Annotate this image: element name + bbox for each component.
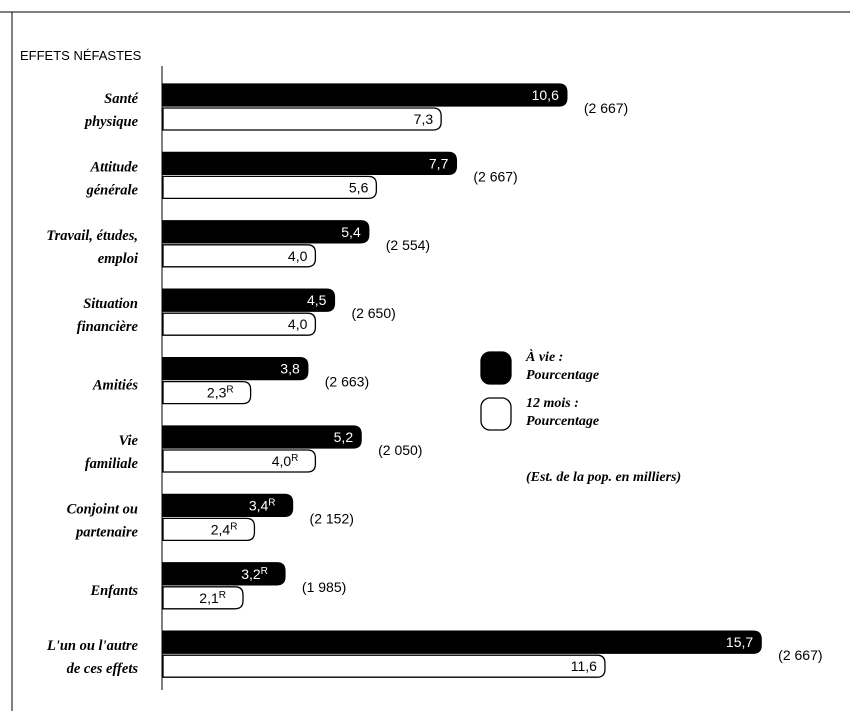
legend-swatch-12-months (480, 397, 512, 431)
bar-12-months (162, 175, 378, 200)
population-estimate: (2 650) (351, 305, 395, 321)
bar-group: Travail, études, emploi 5,4 4,0 (2 554) (46, 220, 430, 268)
category-label: Conjoint ou (67, 501, 138, 517)
population-estimate: (2 554) (386, 237, 430, 253)
value-label-lifetime: 10,6 (532, 87, 559, 103)
value-label-lifetime: 3,4R (249, 497, 276, 513)
population-estimate: (2 667) (473, 168, 517, 184)
bar-lifetime (162, 288, 336, 312)
category-label: partenaire (74, 524, 139, 540)
value-label-lifetime: 4,5 (307, 292, 327, 308)
population-estimate: (2 152) (310, 510, 354, 526)
bar-lifetime (162, 562, 286, 586)
category-label: Vie (119, 433, 139, 449)
category-label: physique (83, 114, 139, 130)
value-label-12-months: 2,1R (199, 590, 226, 606)
value-label-12-months: 2,3R (207, 385, 234, 401)
population-estimate: (1 985) (302, 579, 346, 595)
bar-lifetime (162, 493, 294, 518)
bar-group: Enfants 3,2R 2,1R (1 985) (89, 562, 346, 610)
bar-group: Attitude générale 7,7 5,6 (2 667) (85, 151, 518, 200)
chart-title: EFFETS NÉFASTES (20, 48, 142, 63)
value-label-lifetime: 5,4 (341, 224, 361, 240)
category-label: de ces effets (67, 661, 139, 677)
population-estimate: (2 667) (584, 100, 628, 116)
category-label: Santé (104, 91, 138, 107)
category-label: L'un ou l'autre (46, 638, 139, 654)
bar-12-months (162, 244, 317, 268)
bar-lifetime (162, 83, 568, 107)
bar-lifetime (162, 356, 309, 381)
category-label: financière (77, 319, 139, 335)
value-label-lifetime: 3,8 (280, 361, 300, 377)
bar-group: Situation financière 4,5 4,0 (2 650) (77, 288, 396, 336)
category-label: emploi (98, 251, 138, 267)
bar-lifetime (162, 151, 458, 176)
legend: À vie : Pourcentage 12 mois : Pourcentage (E… (480, 348, 681, 485)
bar-lifetime (162, 425, 362, 449)
bar-lifetime (162, 220, 370, 244)
bar-12-months (162, 654, 606, 678)
population-estimate: (2 050) (378, 442, 422, 458)
value-label-12-months: 11,6 (571, 658, 597, 674)
category-label: Attitude (89, 159, 138, 175)
value-label-12-months: 7,3 (414, 111, 434, 127)
value-label-lifetime: 15,7 (726, 634, 753, 650)
value-label-12-months: 4,0 (288, 316, 308, 332)
bar-groups: Santé physique 10,6 7,3 (2 667) Attitude génér… (46, 83, 823, 678)
bar-12-months (162, 380, 252, 405)
value-label-12-months: 4,0R (272, 453, 299, 469)
bar-12-months (162, 449, 317, 473)
category-label: Amitiés (92, 378, 138, 394)
category-label: Travail, études, (46, 228, 138, 244)
bar-lifetime (162, 630, 762, 654)
legend-label: À vie : (525, 348, 563, 365)
population-estimate: (2 663) (325, 374, 369, 390)
bar-12-months (162, 586, 244, 610)
bar-group: L'un ou l'autre de ces effets 15,7 11,6 (2 6… (46, 630, 823, 678)
value-label-12-months: 4,0 (288, 248, 308, 264)
bar-12-months (162, 312, 317, 336)
legend-label: Pourcentage (526, 414, 599, 429)
value-label-lifetime: 5,2 (334, 429, 354, 445)
legend-swatch-lifetime (480, 351, 512, 385)
bar-group: Santé physique 10,6 7,3 (2 667) (83, 83, 628, 131)
value-label-lifetime: 7,7 (429, 155, 449, 171)
bar-12-months (162, 107, 442, 131)
legend-note: (Est. de la pop. en milliers) (526, 470, 681, 485)
category-label: Situation (83, 296, 138, 312)
legend-label: 12 mois : (526, 396, 579, 411)
value-label-lifetime: 3,2R (241, 566, 268, 582)
value-label-12-months: 5,6 (349, 179, 369, 195)
population-estimate: (2 667) (778, 647, 822, 663)
bar-group: Conjoint ou partenaire 3,4R 2,4R (2 152) (67, 493, 354, 542)
value-label-12-months: 2,4R (211, 521, 238, 537)
category-label: Enfants (89, 583, 138, 599)
category-label: générale (85, 182, 138, 198)
category-label: familiale (85, 456, 139, 472)
bar-12-months (162, 517, 256, 542)
bar-group: Vie familiale 5,2 4,0R (2 050) (85, 425, 422, 473)
legend-label: Pourcentage (526, 368, 599, 383)
bar-group: Amitiés 3,8 2,3R (2 663) (92, 356, 369, 405)
